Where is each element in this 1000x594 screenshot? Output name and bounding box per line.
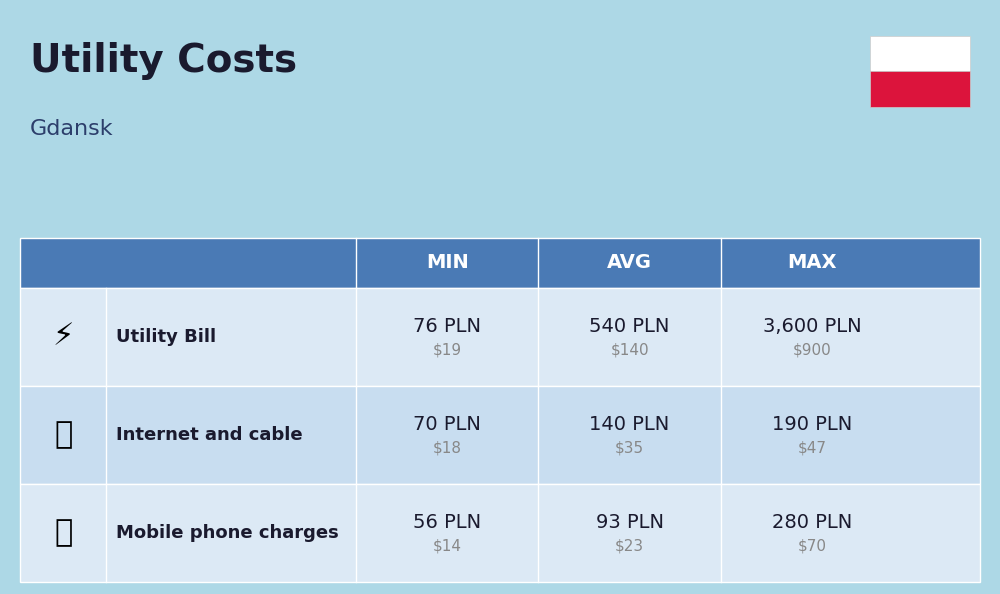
- Text: 3,600 PLN: 3,600 PLN: [763, 317, 861, 336]
- Text: $19: $19: [433, 343, 462, 358]
- Text: 280 PLN: 280 PLN: [772, 513, 852, 532]
- Text: MIN: MIN: [426, 254, 469, 272]
- Text: AVG: AVG: [607, 254, 652, 272]
- FancyBboxPatch shape: [870, 36, 970, 71]
- Text: $47: $47: [798, 441, 826, 456]
- Text: Utility Costs: Utility Costs: [30, 42, 297, 80]
- Text: $140: $140: [610, 343, 649, 358]
- FancyBboxPatch shape: [20, 484, 980, 582]
- Text: $23: $23: [615, 539, 644, 554]
- Text: 📶: 📶: [54, 421, 72, 450]
- Text: ⚡: ⚡: [53, 323, 74, 352]
- FancyBboxPatch shape: [20, 288, 980, 386]
- Text: $70: $70: [798, 539, 826, 554]
- Text: Gdansk: Gdansk: [30, 119, 114, 139]
- FancyBboxPatch shape: [20, 238, 980, 288]
- Text: $18: $18: [433, 441, 462, 456]
- Text: 📱: 📱: [54, 519, 72, 548]
- FancyBboxPatch shape: [20, 386, 980, 484]
- Text: 190 PLN: 190 PLN: [772, 415, 852, 434]
- Text: $900: $900: [793, 343, 831, 358]
- Text: MAX: MAX: [787, 254, 837, 272]
- Text: 56 PLN: 56 PLN: [413, 513, 481, 532]
- FancyBboxPatch shape: [870, 71, 970, 107]
- Text: 93 PLN: 93 PLN: [596, 513, 664, 532]
- Text: 140 PLN: 140 PLN: [589, 415, 670, 434]
- Text: 540 PLN: 540 PLN: [589, 317, 670, 336]
- Text: Mobile phone charges: Mobile phone charges: [116, 524, 339, 542]
- Text: $14: $14: [433, 539, 462, 554]
- Text: Internet and cable: Internet and cable: [116, 426, 303, 444]
- Text: $35: $35: [615, 441, 644, 456]
- Text: Utility Bill: Utility Bill: [116, 328, 217, 346]
- Text: 70 PLN: 70 PLN: [413, 415, 481, 434]
- Text: 76 PLN: 76 PLN: [413, 317, 481, 336]
